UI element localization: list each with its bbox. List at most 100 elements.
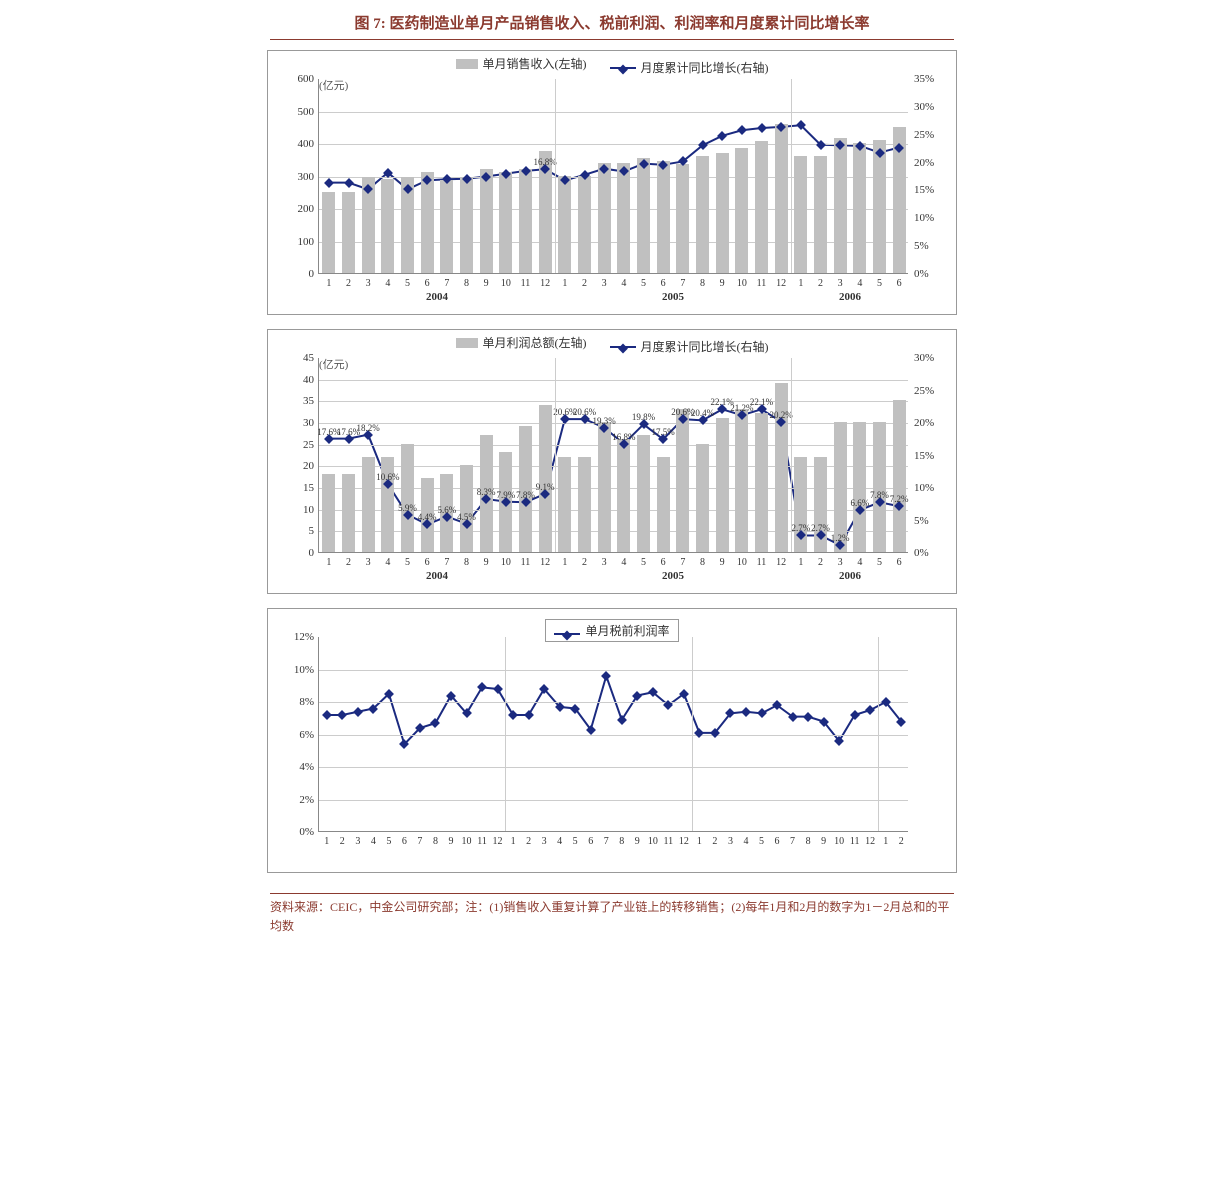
- bar: [893, 400, 906, 552]
- data-label: 7.9%: [496, 490, 515, 500]
- x-tick: 8: [433, 836, 438, 847]
- x-tick: 11: [477, 836, 487, 847]
- y-tick: 45: [274, 352, 314, 364]
- x-tick: 12: [865, 836, 875, 847]
- x-tick: 1: [562, 557, 567, 568]
- year-label: 2005: [662, 291, 684, 303]
- x-tick: 12: [540, 557, 550, 568]
- y2-tick: 0%: [914, 547, 956, 559]
- x-tick: 3: [602, 557, 607, 568]
- y-tick: 6%: [274, 729, 314, 741]
- x-tick: 6: [661, 557, 666, 568]
- x-tick: 11: [757, 278, 767, 289]
- x-tick: 4: [743, 836, 748, 847]
- bar: [755, 413, 768, 552]
- data-label: 7.8%: [516, 490, 535, 500]
- data-label: 19.8%: [632, 412, 655, 422]
- data-label: 5.9%: [398, 503, 417, 513]
- x-tick: 1: [798, 557, 803, 568]
- bar: [775, 383, 788, 552]
- bar: [342, 192, 355, 273]
- x-tick: 10: [737, 278, 747, 289]
- y2-tick: 30%: [914, 352, 956, 364]
- bar: [716, 418, 729, 552]
- y-tick: 10: [274, 504, 314, 516]
- legend-line-c2: 月度累计同比增长(右轴): [610, 338, 769, 355]
- x-tick: 4: [385, 278, 390, 289]
- x-tick: 12: [679, 836, 689, 847]
- x-tick: 2: [818, 278, 823, 289]
- x-tick: 10: [501, 278, 511, 289]
- y-tick: 25: [274, 439, 314, 451]
- y-tick: 400: [274, 138, 314, 150]
- x-tick: 5: [405, 557, 410, 568]
- figure-title: 图 7: 医药制造业单月产品销售收入、税前利润、利润率和月度累计同比增长率: [0, 0, 1224, 39]
- bar: [519, 426, 532, 552]
- bar: [401, 444, 414, 552]
- x-tick: 10: [462, 836, 472, 847]
- x-tick: 8: [619, 836, 624, 847]
- x-tick: 3: [542, 836, 547, 847]
- bar: [342, 474, 355, 552]
- x-tick: 3: [602, 278, 607, 289]
- y-tick: 4%: [274, 761, 314, 773]
- data-label: 5.6%: [437, 505, 456, 515]
- x-tick: 7: [417, 836, 422, 847]
- bar: [657, 161, 670, 273]
- y-tick: 600: [274, 73, 314, 85]
- data-label: 10.6%: [376, 472, 399, 482]
- x-tick: 5: [641, 278, 646, 289]
- x-tick: 8: [464, 278, 469, 289]
- x-tick: 4: [621, 278, 626, 289]
- data-label: 8.3%: [477, 487, 496, 497]
- y2-tick: 10%: [914, 212, 956, 224]
- y-tick: 500: [274, 106, 314, 118]
- x-tick: 2: [340, 836, 345, 847]
- data-label: 2.7%: [791, 523, 810, 533]
- bar: [637, 435, 650, 552]
- bar: [853, 422, 866, 552]
- y-tick: 8%: [274, 696, 314, 708]
- x-tick: 2: [582, 278, 587, 289]
- chart-profit-total: 单月利润总额(左轴) 月度累计同比增长(右轴) (亿元) 05101520253…: [267, 329, 957, 594]
- bar: [322, 192, 335, 273]
- footnote-source: 资料来源：CEIC，中金公司研究部；注：(1)销售收入重复计算了产业链上的转移销…: [270, 893, 954, 936]
- y-tick: 0%: [274, 826, 314, 838]
- y-tick: 15: [274, 482, 314, 494]
- x-tick: 1: [883, 836, 888, 847]
- x-tick: 8: [464, 557, 469, 568]
- y-tick: 0: [274, 268, 314, 280]
- bar: [421, 172, 434, 273]
- x-tick: 1: [326, 557, 331, 568]
- x-tick: 2: [712, 836, 717, 847]
- x-tick: 10: [501, 557, 511, 568]
- bar: [558, 176, 571, 274]
- y2-tick: 15%: [914, 450, 956, 462]
- y2-tick: 10%: [914, 482, 956, 494]
- bar: [460, 177, 473, 273]
- x-tick: 5: [641, 557, 646, 568]
- x-tick: 12: [776, 278, 786, 289]
- x-tick: 9: [635, 836, 640, 847]
- x-tick: 4: [371, 836, 376, 847]
- data-label: 4.5%: [457, 512, 476, 522]
- x-tick: 5: [405, 278, 410, 289]
- bar: [460, 465, 473, 552]
- bar: [617, 439, 630, 552]
- bar: [578, 176, 591, 274]
- x-tick: 2: [582, 557, 587, 568]
- bar: [676, 164, 689, 273]
- y2-tick: 35%: [914, 73, 956, 85]
- legend-bar-c1: 单月销售收入(左轴): [456, 55, 587, 72]
- y-tick: 10%: [274, 664, 314, 676]
- y2-tick: 30%: [914, 101, 956, 113]
- x-tick: 1: [324, 836, 329, 847]
- y-tick: 0: [274, 547, 314, 559]
- x-tick: 7: [680, 278, 685, 289]
- x-tick: 10: [834, 836, 844, 847]
- y2-tick: 15%: [914, 184, 956, 196]
- data-label: 2.7%: [811, 523, 830, 533]
- y-tick: 2%: [274, 794, 314, 806]
- bar: [735, 148, 748, 273]
- data-label: 7.8%: [870, 490, 889, 500]
